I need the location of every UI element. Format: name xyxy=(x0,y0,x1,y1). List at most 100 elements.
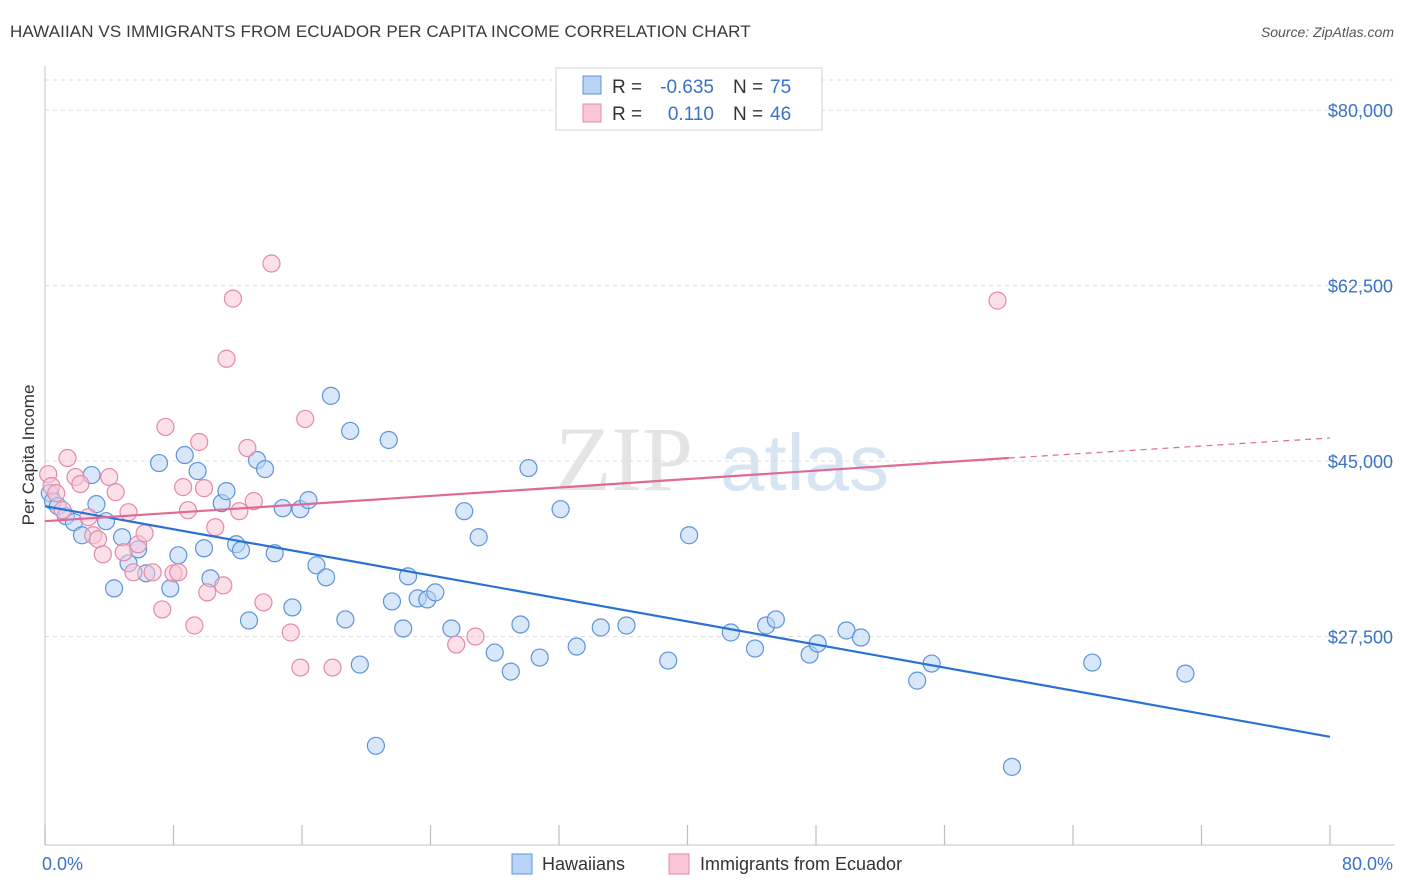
ecuador-point xyxy=(262,254,281,273)
hawaiians-point xyxy=(350,655,369,674)
hawaiians-point xyxy=(316,568,336,587)
ecuador-point xyxy=(178,501,198,520)
hawaiians-point xyxy=(336,610,355,629)
ecuador-point xyxy=(244,492,263,511)
ecuador-point xyxy=(93,545,112,564)
ecuador-point xyxy=(466,627,485,646)
x-tick-label-max: 80.0% xyxy=(1342,854,1393,874)
hawaiians-point xyxy=(567,637,586,656)
legend-n-label: N = xyxy=(733,77,763,98)
hawaiians-point xyxy=(321,386,341,405)
hawaiians-point xyxy=(307,556,326,575)
ecuador-point xyxy=(71,475,90,494)
ecuador-point xyxy=(174,478,193,497)
hawaiians-point xyxy=(442,619,461,638)
ecuador-point xyxy=(190,432,209,452)
hawaiians-point xyxy=(455,502,474,521)
ecuador-point xyxy=(114,543,133,562)
ecuador-point xyxy=(223,289,243,308)
hawaiians-point xyxy=(379,430,398,450)
hawaiians-point xyxy=(659,651,678,670)
legend-r-value: 0.110 xyxy=(668,104,714,125)
legend-item-ecuador: Immigrants from Ecuador xyxy=(700,854,902,874)
ecuador-point xyxy=(169,563,188,582)
ecuador-point xyxy=(88,530,108,549)
hawaiians-point xyxy=(511,615,530,634)
ecuador-point xyxy=(198,583,217,602)
hawaiians-point xyxy=(680,526,699,545)
series-legend: Hawaiians Immigrants from Ecuador xyxy=(511,853,902,875)
hawaiians-point xyxy=(188,461,207,481)
hawaiians-point xyxy=(87,495,106,514)
ecuador-point xyxy=(124,563,143,582)
hawaiians-point xyxy=(104,579,124,598)
hawaiians-point xyxy=(551,500,570,519)
ecuador-point xyxy=(447,635,466,654)
axes xyxy=(44,66,1395,846)
trend-lines xyxy=(44,437,1331,738)
y-tick-label: $62,500 xyxy=(1328,277,1393,297)
watermark-zip: ZIP xyxy=(555,408,693,510)
hawaiians-point xyxy=(112,528,132,547)
ecuador-trend-line xyxy=(44,456,1009,523)
source-credit: Source: ZipAtlas.com xyxy=(1260,24,1394,40)
ecuador-point xyxy=(47,484,66,503)
ecuador-point xyxy=(254,593,273,612)
legend-n-value: 75 xyxy=(770,77,791,98)
legend-n-value: 46 xyxy=(770,104,791,125)
ecuador-point xyxy=(238,438,257,458)
ecuador-point xyxy=(194,479,214,498)
legend-item-hawaiians-swatch xyxy=(511,853,533,875)
hawaiians-point xyxy=(766,610,785,629)
x-tick-label-min: 0.0% xyxy=(42,854,83,874)
hawaiians-point xyxy=(501,662,520,681)
y-axis-label: Per Capita Income xyxy=(19,385,38,526)
ecuador-point xyxy=(281,623,300,642)
ecuador-point xyxy=(153,600,172,619)
hawaiians-point xyxy=(149,453,169,473)
hawaiians-trend-line xyxy=(44,505,1331,738)
watermark-atlas: atlas xyxy=(720,418,889,507)
hawaiians-point xyxy=(1083,653,1102,672)
y-tick-labels: $27,500 $45,000 $62,500 $80,000 xyxy=(1328,101,1393,647)
legend-n-label: N = xyxy=(733,104,763,125)
ecuador-point xyxy=(217,349,236,368)
ecuador-point xyxy=(119,503,138,522)
hawaiians-point xyxy=(341,421,360,441)
ecuador-point xyxy=(106,483,125,502)
ecuador-point xyxy=(296,409,315,429)
hawaiians-point xyxy=(837,621,856,640)
hawaiians-point xyxy=(273,499,292,518)
hawaiians-point xyxy=(1002,757,1022,776)
hawaiians-point xyxy=(239,611,259,630)
ecuador-point xyxy=(135,524,154,543)
ecuador-point xyxy=(323,658,342,677)
ecuador-point xyxy=(143,563,162,582)
hawaiians-point xyxy=(530,648,549,667)
hawaiians-point xyxy=(169,546,188,565)
hawaiians-point xyxy=(366,736,385,755)
ecuador-point xyxy=(58,448,77,468)
hawaiians-point xyxy=(382,592,402,611)
y-tick-label: $80,000 xyxy=(1328,101,1393,121)
hawaiians-point xyxy=(591,618,610,637)
hawaiians-point xyxy=(617,616,636,635)
ecuador-trend-extension xyxy=(1008,437,1331,459)
hawaiians-point xyxy=(161,579,180,598)
legend-item-ecuador-swatch xyxy=(668,853,690,875)
ecuador-point xyxy=(100,467,119,487)
ecuador-point xyxy=(214,576,233,595)
hawaiians-point xyxy=(255,459,275,479)
hawaiians-point xyxy=(519,458,538,478)
hawaiians-point xyxy=(721,623,740,642)
hawaiians-point xyxy=(231,541,251,560)
hawaiians-point xyxy=(175,445,194,465)
hawaiians-point xyxy=(217,482,236,501)
y-tick-label: $45,000 xyxy=(1328,452,1393,472)
ecuador-point xyxy=(230,502,249,521)
ecuador-point xyxy=(185,616,204,635)
chart-title: HAWAIIAN VS IMMIGRANTS FROM ECUADOR PER … xyxy=(10,22,751,41)
hawaiians-point xyxy=(426,583,445,602)
hawaiians-point xyxy=(745,639,765,658)
